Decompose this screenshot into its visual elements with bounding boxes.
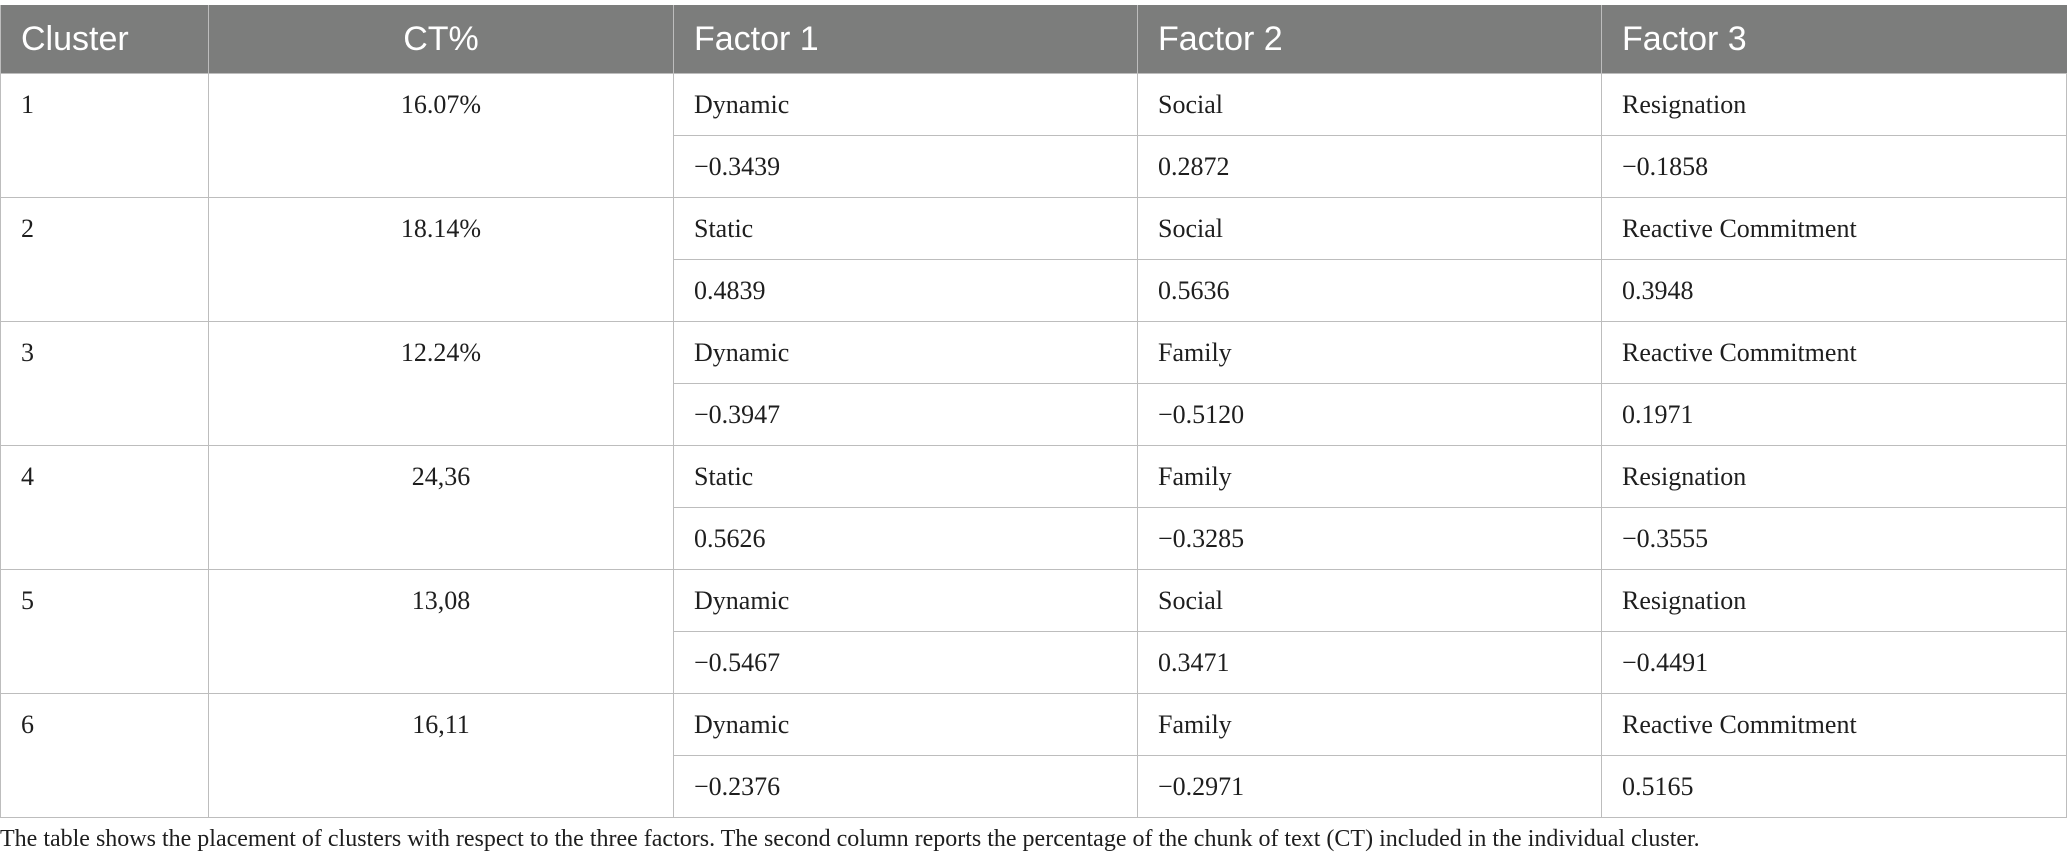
factor-3-label: Reactive Commitment [1601, 693, 2067, 756]
factor-3-value: 0.3948 [1601, 259, 2067, 322]
table-row-labels: 4 24,36 Static Family Resignation [0, 445, 2067, 570]
factor-3-label: Resignation [1601, 569, 2067, 632]
table-row-labels: 6 16,11 Dynamic Family Reactive Commitment [0, 693, 2067, 818]
header-cluster: Cluster [0, 5, 209, 74]
ct-percent: 16.07% [208, 73, 674, 198]
factor-1-label: Dynamic [673, 73, 1138, 136]
cluster-number: 2 [0, 197, 209, 322]
table-row-labels: 3 12.24% Dynamic Family Reactive Commitment [0, 321, 2067, 446]
factor-3-value: −0.3555 [1601, 507, 2067, 570]
table-row-values: −0.3439 0.2872 −0.1858 [1, 135, 2067, 198]
factor-2-value: −0.5120 [1137, 383, 1602, 446]
factor-2-value: −0.2971 [1137, 755, 1602, 818]
factor-3-value: −0.4491 [1601, 631, 2067, 694]
factor-1-label: Dynamic [673, 321, 1138, 384]
factor-3-label: Resignation [1601, 73, 2067, 136]
factor-3-label: Reactive Commitment [1601, 197, 2067, 260]
table-body: 1 16.07% Dynamic Social Resignation −0.3439 0.… [0, 73, 2067, 818]
factor-3-label: Reactive Commitment [1601, 321, 2067, 384]
ct-percent: 16,11 [208, 693, 674, 818]
factor-3-value: 0.5165 [1601, 755, 2067, 818]
factor-2-label: Social [1137, 73, 1602, 136]
table-row-values: 0.5626 −0.3285 −0.3555 [1, 507, 2067, 570]
ct-percent: 12.24% [208, 321, 674, 446]
cluster-number: 5 [0, 569, 209, 694]
cluster-table-container: Cluster CT% Factor 1 Factor 2 Factor 3 1… [0, 5, 2067, 818]
factor-3-value: 0.1971 [1601, 383, 2067, 446]
factor-2-value: 0.2872 [1137, 135, 1602, 198]
cluster-number: 1 [0, 73, 209, 198]
factor-1-label: Dynamic [673, 569, 1138, 632]
header-factor-2: Factor 2 [1137, 5, 1602, 74]
table-row-values: −0.2376 −0.2971 0.5165 [1, 755, 2067, 818]
ct-percent: 24,36 [208, 445, 674, 570]
factor-2-label: Family [1137, 693, 1602, 756]
factor-1-label: Dynamic [673, 693, 1138, 756]
factor-3-label: Resignation [1601, 445, 2067, 508]
table-row-values: −0.5467 0.3471 −0.4491 [1, 631, 2067, 694]
cluster-number: 3 [0, 321, 209, 446]
factor-1-label: Static [673, 197, 1138, 260]
factor-2-label: Family [1137, 445, 1602, 508]
cluster-number: 4 [0, 445, 209, 570]
factor-1-value: −0.3439 [673, 135, 1138, 198]
factor-2-label: Family [1137, 321, 1602, 384]
factor-2-value: 0.3471 [1137, 631, 1602, 694]
factor-2-value: 0.5636 [1137, 259, 1602, 322]
table-header-row: Cluster CT% Factor 1 Factor 2 Factor 3 [0, 5, 2067, 74]
header-factor-1: Factor 1 [673, 5, 1138, 74]
table-row-labels: 1 16.07% Dynamic Social Resignation [0, 73, 2067, 198]
factor-2-label: Social [1137, 197, 1602, 260]
table-row-labels: 5 13,08 Dynamic Social Resignation [0, 569, 2067, 694]
ct-percent: 13,08 [208, 569, 674, 694]
factor-1-value: −0.5467 [673, 631, 1138, 694]
factor-2-label: Social [1137, 569, 1602, 632]
header-ct-percent: CT% [208, 5, 674, 74]
factor-1-value: −0.3947 [673, 383, 1138, 446]
table-caption: The table shows the placement of cluster… [0, 826, 1700, 852]
table-row-labels: 2 18.14% Static Social Reactive Commitment [0, 197, 2067, 322]
cluster-factor-table: Cluster CT% Factor 1 Factor 2 Factor 3 1… [0, 5, 2067, 818]
factor-1-value: 0.5626 [673, 507, 1138, 570]
factor-1-label: Static [673, 445, 1138, 508]
ct-percent: 18.14% [208, 197, 674, 322]
factor-2-value: −0.3285 [1137, 507, 1602, 570]
header-factor-3: Factor 3 [1601, 5, 2067, 74]
factor-1-value: −0.2376 [673, 755, 1138, 818]
factor-3-value: −0.1858 [1601, 135, 2067, 198]
factor-1-value: 0.4839 [673, 259, 1138, 322]
cluster-number: 6 [0, 693, 209, 818]
